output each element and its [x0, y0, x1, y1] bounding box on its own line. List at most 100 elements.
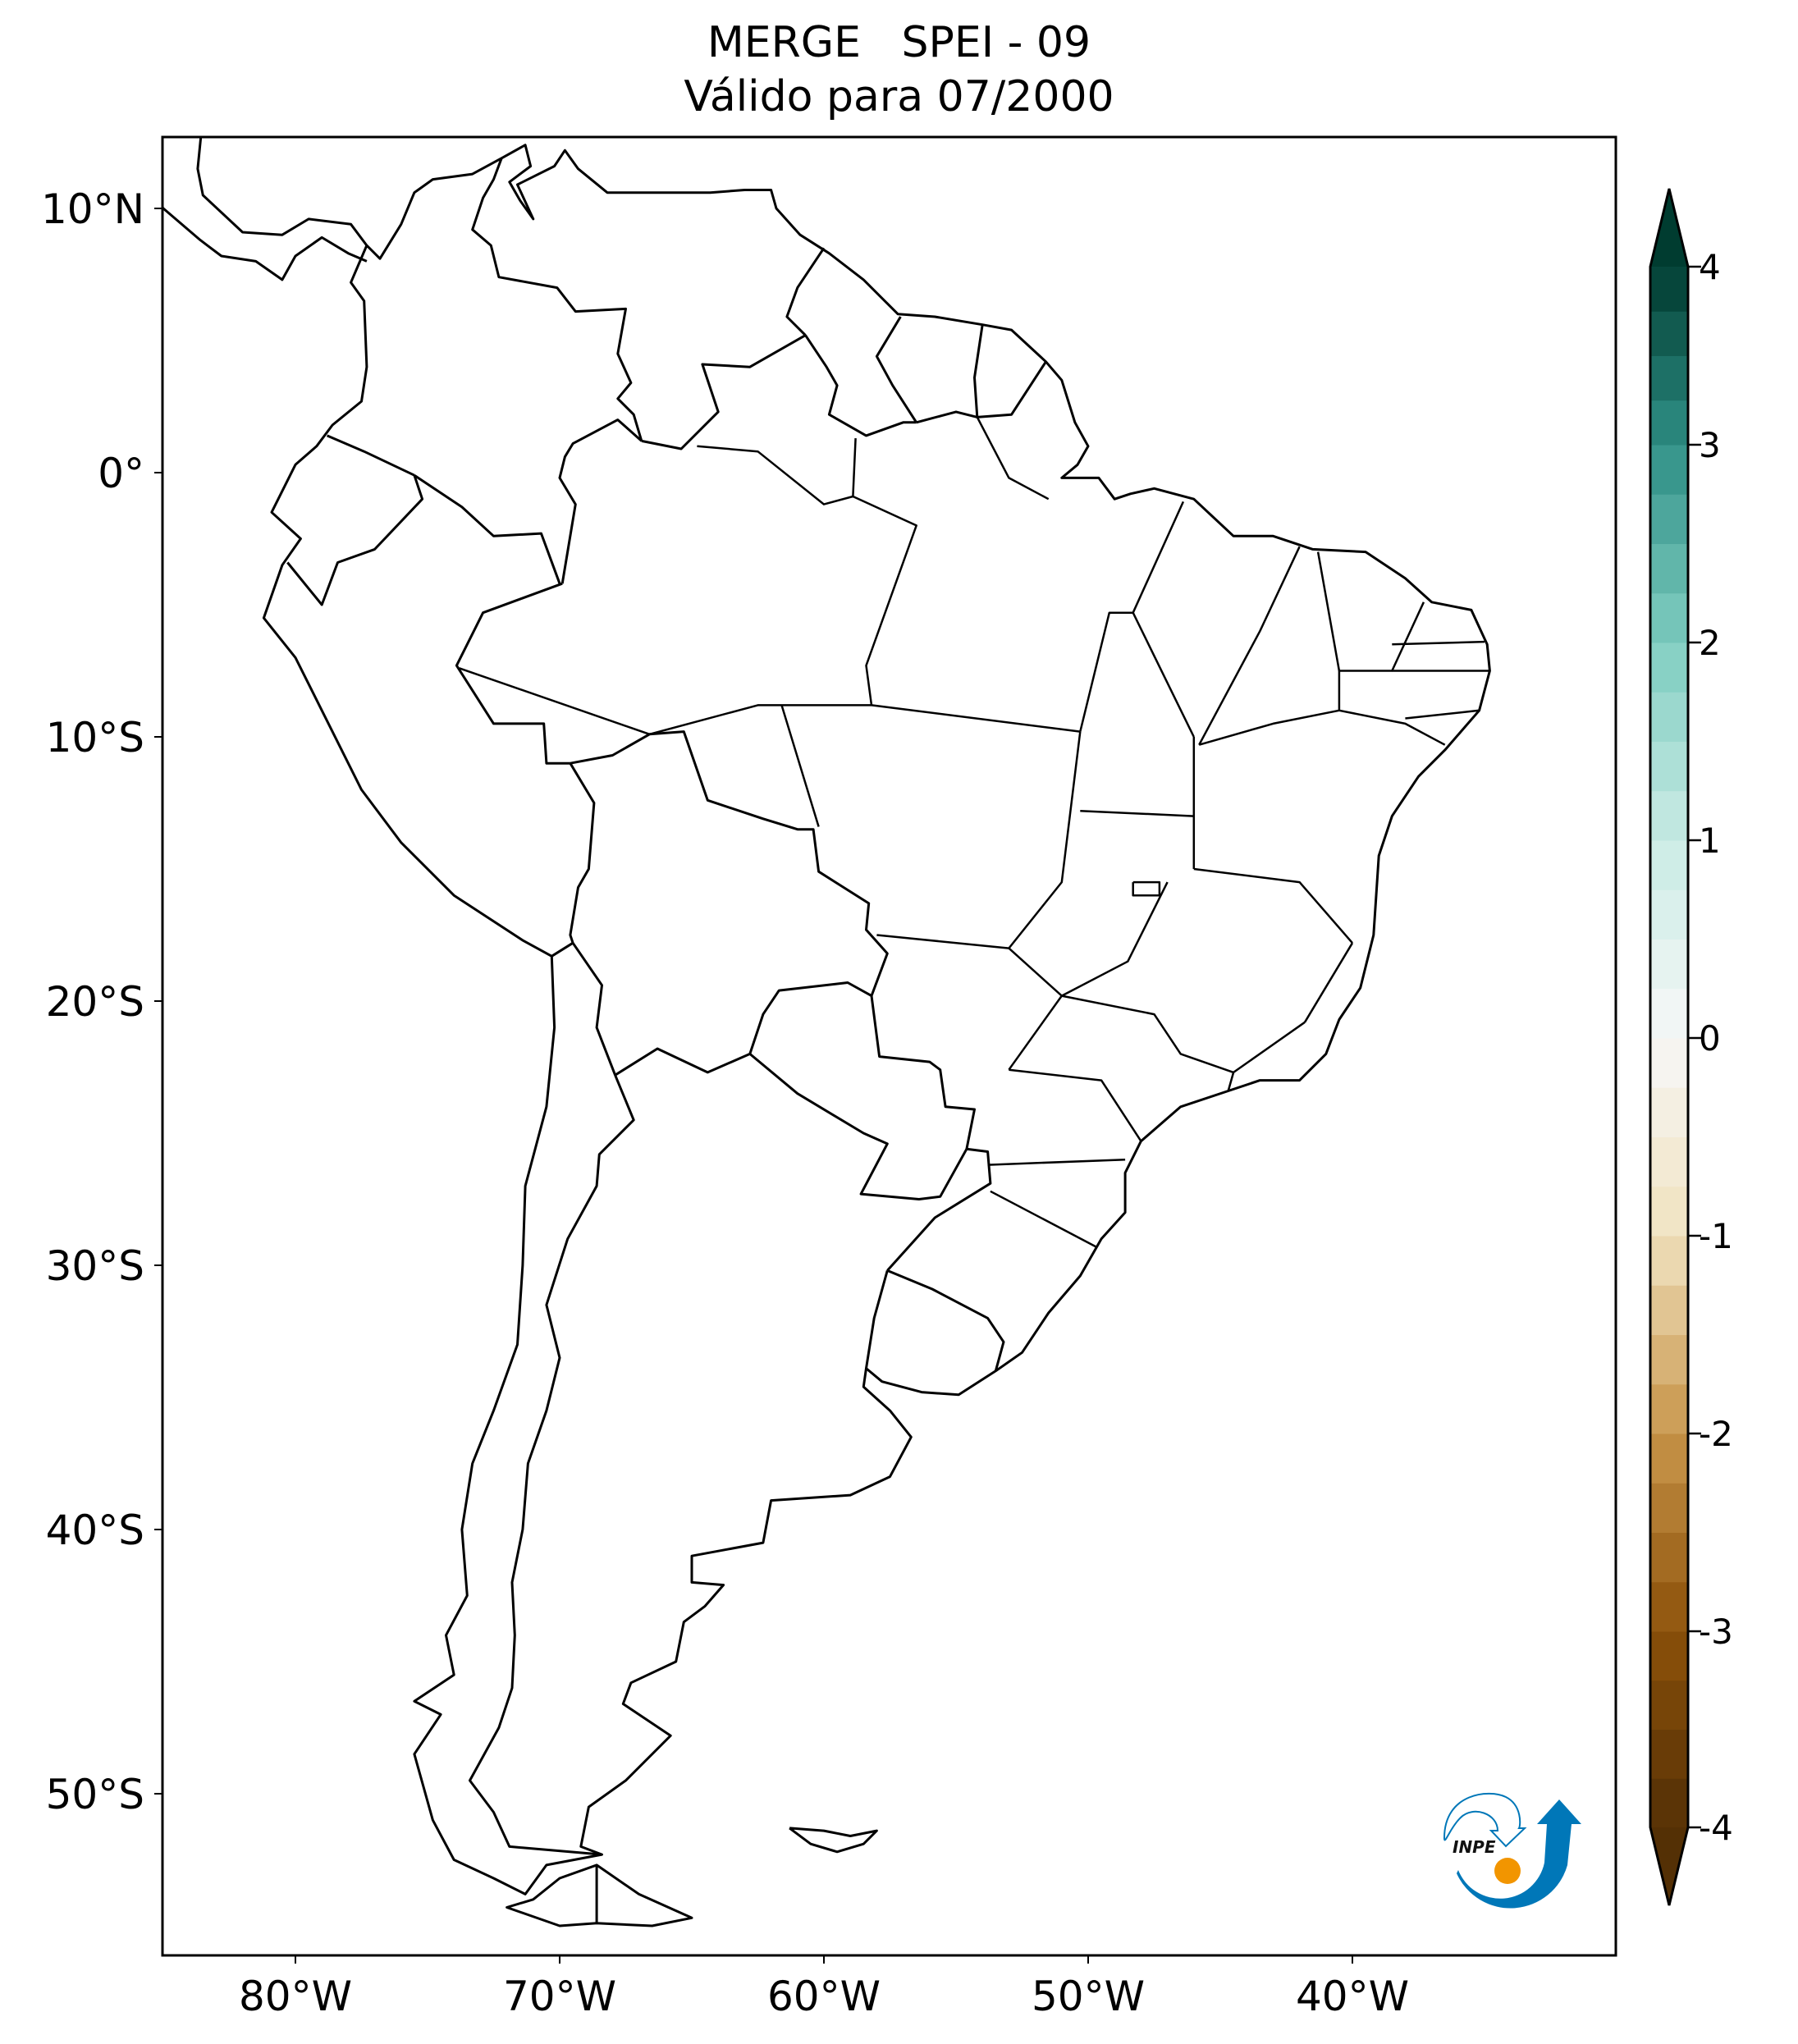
state-border-am-south	[459, 667, 872, 736]
border-guyana-brazil	[804, 334, 917, 437]
colorbar-band	[1650, 267, 1688, 312]
lon-tick-label: 40°W	[1296, 1973, 1409, 2020]
colorbar-band	[1650, 1334, 1688, 1385]
state-border-sc-rs	[990, 1190, 1097, 1248]
lon-tick-label: 50°W	[1032, 1973, 1145, 2020]
colorbar-band	[1650, 939, 1688, 990]
colorbar-band	[1650, 1778, 1688, 1828]
border-suriname-brazil	[916, 410, 978, 424]
state-border-ma-pi	[1198, 546, 1301, 746]
border-peru-bolivia	[569, 762, 596, 944]
border-peru-chile	[551, 941, 574, 958]
inpe-logo-text: INPE	[1453, 1837, 1496, 1857]
colorbar-band	[1650, 1532, 1688, 1583]
lon-tick-label: 70°W	[503, 1973, 616, 2020]
state-border-am-pa	[852, 495, 917, 706]
colorbar-tick-label: 1	[1699, 821, 1721, 861]
colorbar-band	[1650, 1236, 1688, 1286]
colorbar-band	[1650, 494, 1688, 544]
border-french-guiana-brazil	[977, 360, 1047, 418]
colorbar-band	[1650, 790, 1688, 841]
colorbar-tick-label: -3	[1699, 1612, 1733, 1652]
state-border-mg-sp	[1061, 995, 1234, 1074]
colorbar-band	[1650, 889, 1688, 940]
colorbar-band	[1650, 592, 1688, 643]
state-border-rn-pb	[1392, 640, 1485, 646]
colorbar-tick-label: 2	[1699, 623, 1721, 663]
state-border-to-ma	[1132, 612, 1195, 738]
colorbar-band	[1650, 1680, 1688, 1730]
coastline-south-america	[262, 144, 1491, 1895]
colorbar-band	[1650, 1136, 1688, 1187]
colorbar-extend-max	[1650, 189, 1688, 267]
colorbar-band	[1650, 445, 1688, 495]
lat-tick-label: 40°S	[46, 1507, 144, 1554]
state-border-pa-to-ma	[1079, 501, 1185, 732]
border-colombia-ecuador	[327, 434, 415, 477]
lat-tick-label: 50°S	[46, 1771, 144, 1818]
state-border-mg-rj	[1227, 1021, 1306, 1091]
state-border-pa-mt	[871, 704, 1081, 733]
state-border-pr-sc	[987, 1158, 1126, 1166]
map-frame	[161, 135, 1617, 1957]
border-argentina-brazil	[886, 1147, 992, 1272]
latitude-ticks: 10°N 0° 10°S 20°S 30°S 40°S 50°S	[41, 185, 162, 1818]
state-border-mt-ro	[780, 705, 820, 827]
border-bolivia-chile	[571, 942, 616, 1076]
border-paraguay-brazil	[870, 995, 976, 1150]
coastline-falklands	[789, 1827, 878, 1854]
longitude-ticks: 80°W 70°W 60°W 50°W 40°W	[239, 1955, 1409, 2020]
colorbar-band	[1650, 1581, 1688, 1632]
lat-tick-label: 20°S	[46, 978, 144, 1026]
figure-title-line1: MERGE SPEI - 09	[707, 18, 1091, 67]
figure-title-line2: Válido para 07/2000	[684, 72, 1114, 121]
state-border-mg-es	[1303, 942, 1354, 1023]
colorbar-band	[1650, 1383, 1688, 1434]
state-border-ne	[1338, 601, 1446, 746]
colorbar: 4 3 2 1 0 -1 -2 -3 -4	[1649, 188, 1733, 1906]
map-borders	[162, 137, 1491, 1927]
colorbar-tick-label: 4	[1699, 247, 1721, 287]
colorbar-band	[1650, 741, 1688, 792]
colorbar-band	[1650, 400, 1688, 446]
state-border-to-go	[1080, 809, 1194, 817]
coastline-tierra-del-fuego	[506, 1863, 693, 1927]
colorbar-tick-label: -1	[1699, 1216, 1733, 1256]
lon-tick-label: 60°W	[767, 1973, 881, 2020]
colorbar-tick-label: -4	[1699, 1808, 1733, 1848]
colorbar-band	[1650, 543, 1688, 594]
inpe-logo-sun	[1494, 1858, 1521, 1884]
state-border-pi-ba	[1198, 709, 1340, 746]
border-colombia-peru	[414, 473, 561, 584]
colorbar-extend-min	[1650, 1827, 1688, 1905]
border-bolivia-argentina	[614, 1047, 751, 1077]
colorbar-band	[1650, 1186, 1688, 1237]
border-bolivia-paraguay	[748, 981, 872, 1054]
state-border-go-mg	[1061, 881, 1169, 997]
state-border-ba-mg	[1193, 867, 1353, 944]
state-border-df	[1132, 880, 1161, 897]
coastline-central-america-pacific	[162, 205, 368, 281]
colorbar-tick-label: 0	[1699, 1018, 1721, 1059]
state-border-pi-ce	[1316, 551, 1341, 671]
lat-tick-label: 30°S	[46, 1242, 144, 1290]
border-venezuela-brazil	[641, 334, 807, 450]
colorbar-band	[1650, 1038, 1688, 1088]
inpe-logo: INPE	[1443, 1792, 1581, 1909]
border-suriname-french-guiana	[973, 324, 984, 418]
border-colombia-brazil	[558, 418, 643, 584]
border-chile-argentina	[469, 1074, 635, 1856]
colorbar-band	[1650, 1434, 1688, 1484]
lat-tick-label: 0°	[98, 450, 144, 497]
colorbar-band	[1650, 840, 1688, 890]
colorbar-band	[1650, 355, 1688, 401]
colorbar-band	[1650, 1729, 1688, 1779]
state-border-sp-pr	[1009, 1068, 1142, 1142]
lat-tick-label: 10°S	[46, 714, 144, 761]
coastline-central-america	[196, 137, 368, 246]
map-background	[162, 137, 1616, 1955]
colorbar-band	[1650, 1631, 1688, 1681]
border-peru-brazil	[455, 582, 570, 765]
border-ecuador-peru	[286, 474, 424, 606]
lat-tick-label: 10°N	[41, 185, 144, 233]
